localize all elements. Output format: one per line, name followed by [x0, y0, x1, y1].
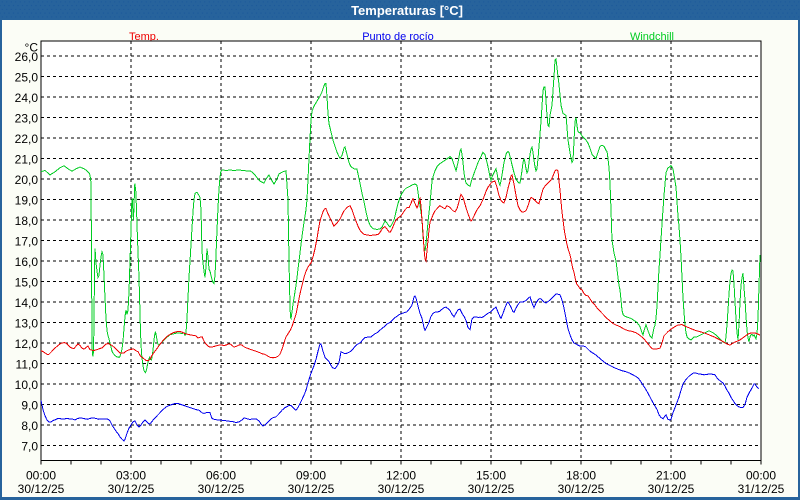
svg-text:8,0: 8,0 — [21, 419, 38, 433]
svg-text:21:00: 21:00 — [656, 469, 686, 483]
svg-text:Windchill: Windchill — [630, 31, 674, 43]
svg-text:30/12/25: 30/12/25 — [378, 482, 425, 496]
svg-text:30/12/25: 30/12/25 — [108, 482, 155, 496]
svg-text:10,0: 10,0 — [15, 378, 39, 392]
svg-text:09:00: 09:00 — [296, 469, 326, 483]
svg-text:31/12/25: 31/12/25 — [738, 482, 785, 496]
svg-text:22,0: 22,0 — [15, 132, 39, 146]
svg-text:18,0: 18,0 — [15, 214, 39, 228]
svg-text:24,0: 24,0 — [15, 91, 39, 105]
svg-text:00:00: 00:00 — [746, 469, 776, 483]
svg-text:7,0: 7,0 — [21, 439, 38, 453]
svg-text:26,0: 26,0 — [15, 50, 39, 64]
svg-text:13,0: 13,0 — [15, 316, 39, 330]
svg-text:Temp.: Temp. — [129, 31, 159, 43]
svg-text:30/12/25: 30/12/25 — [288, 482, 335, 496]
svg-text:30/12/25: 30/12/25 — [648, 482, 695, 496]
svg-text:15,0: 15,0 — [15, 275, 39, 289]
svg-text:15:00: 15:00 — [476, 469, 506, 483]
svg-text:18:00: 18:00 — [566, 469, 596, 483]
svg-text:25,0: 25,0 — [15, 70, 39, 84]
svg-text:°C: °C — [25, 41, 39, 55]
svg-text:30/12/25: 30/12/25 — [558, 482, 605, 496]
svg-text:00:00: 00:00 — [26, 469, 56, 483]
svg-text:03:00: 03:00 — [116, 469, 146, 483]
svg-text:30/12/25: 30/12/25 — [198, 482, 245, 496]
svg-text:30/12/25: 30/12/25 — [468, 482, 515, 496]
svg-text:9,0: 9,0 — [21, 398, 38, 412]
svg-text:20,0: 20,0 — [15, 173, 39, 187]
svg-text:30/12/25: 30/12/25 — [18, 482, 65, 496]
svg-text:19,0: 19,0 — [15, 193, 39, 207]
svg-text:06:00: 06:00 — [206, 469, 236, 483]
svg-text:17,0: 17,0 — [15, 234, 39, 248]
svg-text:11,0: 11,0 — [16, 357, 39, 371]
svg-text:12,0: 12,0 — [15, 337, 39, 351]
svg-text:16,0: 16,0 — [15, 255, 39, 269]
svg-text:14,0: 14,0 — [15, 296, 39, 310]
svg-text:21,0: 21,0 — [15, 152, 39, 166]
svg-text:Punto de rocío: Punto de rocío — [362, 31, 434, 43]
svg-text:12:00: 12:00 — [386, 469, 416, 483]
svg-text:Temperaturas [°C]: Temperaturas [°C] — [351, 3, 463, 18]
svg-text:23,0: 23,0 — [15, 111, 39, 125]
